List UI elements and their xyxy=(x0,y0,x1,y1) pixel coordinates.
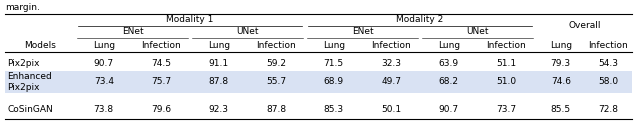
Text: UNet: UNet xyxy=(467,28,489,36)
Text: margin.: margin. xyxy=(5,3,40,12)
Text: 51.1: 51.1 xyxy=(496,60,516,68)
Text: 85.5: 85.5 xyxy=(550,105,571,114)
Text: Pix2pix: Pix2pix xyxy=(7,60,40,68)
Bar xyxy=(5,71,632,93)
Text: 87.8: 87.8 xyxy=(209,77,229,86)
Text: Modality 2: Modality 2 xyxy=(396,15,444,25)
Text: 49.7: 49.7 xyxy=(381,77,401,86)
Text: 50.1: 50.1 xyxy=(381,105,401,114)
Text: Overall: Overall xyxy=(568,21,601,30)
Text: 54.3: 54.3 xyxy=(598,60,618,68)
Text: Enhanced
Pix2pix: Enhanced Pix2pix xyxy=(7,72,52,92)
Text: 79.6: 79.6 xyxy=(151,105,172,114)
Text: 74.6: 74.6 xyxy=(551,77,571,86)
Text: Lung: Lung xyxy=(438,41,460,50)
Text: 71.5: 71.5 xyxy=(324,60,344,68)
Text: 74.5: 74.5 xyxy=(151,60,172,68)
Text: 63.9: 63.9 xyxy=(438,60,459,68)
Text: 51.0: 51.0 xyxy=(496,77,516,86)
Text: UNet: UNet xyxy=(236,28,259,36)
Text: ENet: ENet xyxy=(352,28,373,36)
Text: Lung: Lung xyxy=(550,41,572,50)
Text: 32.3: 32.3 xyxy=(381,60,401,68)
Text: 73.8: 73.8 xyxy=(93,105,114,114)
Text: Lung: Lung xyxy=(93,41,115,50)
Text: ENet: ENet xyxy=(122,28,143,36)
Text: 75.7: 75.7 xyxy=(151,77,172,86)
Text: 59.2: 59.2 xyxy=(266,60,286,68)
Text: 72.8: 72.8 xyxy=(598,105,618,114)
Text: 68.2: 68.2 xyxy=(439,77,459,86)
Text: Infection: Infection xyxy=(588,41,628,50)
Text: 90.7: 90.7 xyxy=(93,60,114,68)
Text: 58.0: 58.0 xyxy=(598,77,618,86)
Text: 73.4: 73.4 xyxy=(93,77,114,86)
Text: Infection: Infection xyxy=(141,41,181,50)
Text: 87.8: 87.8 xyxy=(266,105,286,114)
Text: Models: Models xyxy=(24,41,56,50)
Text: 90.7: 90.7 xyxy=(438,105,459,114)
Text: 85.3: 85.3 xyxy=(324,105,344,114)
Text: Infection: Infection xyxy=(371,41,411,50)
Text: Infection: Infection xyxy=(257,41,296,50)
Text: 91.1: 91.1 xyxy=(209,60,229,68)
Text: Lung: Lung xyxy=(208,41,230,50)
Text: 79.3: 79.3 xyxy=(550,60,571,68)
Text: 92.3: 92.3 xyxy=(209,105,228,114)
Text: 55.7: 55.7 xyxy=(266,77,286,86)
Text: 68.9: 68.9 xyxy=(324,77,344,86)
Text: Modality 1: Modality 1 xyxy=(166,15,214,25)
Text: Infection: Infection xyxy=(486,41,526,50)
Text: Lung: Lung xyxy=(323,41,345,50)
Text: CoSinGAN: CoSinGAN xyxy=(7,105,52,114)
Text: 73.7: 73.7 xyxy=(496,105,516,114)
